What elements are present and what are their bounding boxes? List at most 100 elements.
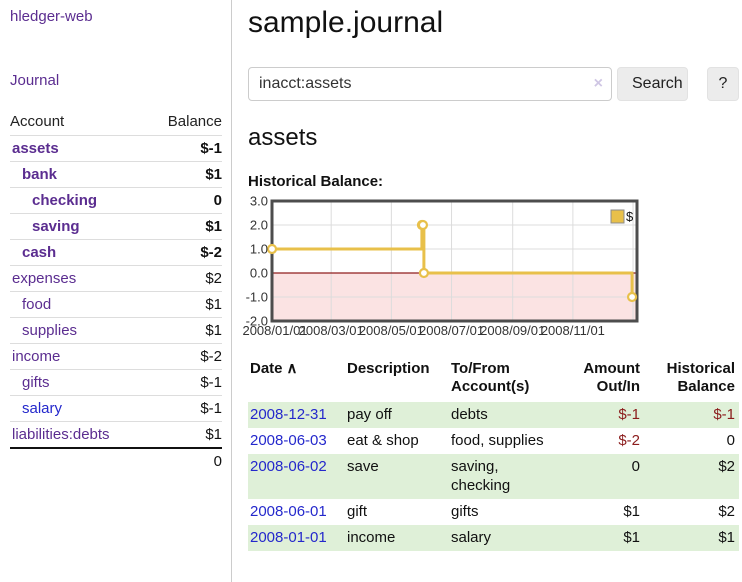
register-balance: $1 [718,529,735,546]
chart-ytick-label: 0.0 [250,266,268,281]
chart-xtick-label: 2008/05/01 [359,323,424,338]
account-link[interactable]: checking [32,192,98,209]
register-balance: 0 [726,432,735,449]
register-row: 2008-06-02 save saving, checking 0 $2 [248,454,739,499]
register-description: gift [347,503,368,520]
register-description: pay off [347,406,392,423]
accounts-header-row: Account Balance [10,110,222,136]
register-date-link[interactable]: 2008-01-01 [250,529,327,546]
accounts-total-value: 0 [213,453,222,470]
chart-data-point-marker [266,243,278,255]
register-balance: $-1 [713,406,735,423]
register-amount: $-1 [618,406,640,423]
main-content: sample.journal × Search ? assets Histori… [242,0,742,551]
register-header-accounts: To/From Account(s) [451,360,530,395]
account-balance: $-2 [200,244,222,261]
clear-search-icon[interactable]: × [593,75,603,92]
search-help-button[interactable]: ? [707,67,739,101]
sidebar-item-journal[interactable]: Journal [10,72,60,89]
register-date-link[interactable]: 2008-12-31 [250,406,327,423]
chart-data-point-marker [417,219,429,231]
register-date-link[interactable]: 2008-06-02 [250,458,327,475]
account-row: bank $1 [10,161,222,188]
register-accounts: gifts [451,503,479,520]
account-row: expenses $2 [10,265,222,292]
register-date-link[interactable]: 2008-06-01 [250,503,327,520]
account-row: checking 0 [10,187,222,214]
account-balance: $1 [205,322,222,339]
register-row: 2008-12-31 pay off debts $-1 $-1 [248,402,739,428]
account-row: supplies $1 [10,317,222,344]
chart-data-point-marker [626,291,638,303]
account-link[interactable]: gifts [22,374,50,391]
account-balance: $1 [205,166,222,183]
account-row: assets $-1 [10,135,222,162]
register-header-row: Date ∧ Description To/From Account(s) Amou… [248,358,739,402]
account-row: income $-2 [10,343,222,370]
accounts-header-balance: Balance [167,113,222,130]
register-accounts: food, supplies [451,432,544,449]
register-row: 2008-06-01 gift gifts $1 $2 [248,499,739,525]
account-link[interactable]: income [12,348,61,365]
accounts-header-account: Account [10,113,65,130]
account-link[interactable]: cash [22,244,57,261]
search-form: × Search ? [248,67,742,101]
register-row: 2008-01-01 income salary $1 $1 [248,525,739,551]
accounts-table: Account Balance assets $-1 bank $1 checking 0… [10,110,222,474]
chart-legend-swatch [610,209,625,224]
account-balance: 0 [213,192,222,209]
account-link[interactable]: saving [32,218,80,235]
account-balance: $-1 [200,140,222,157]
chart-svg: $3.0 2.0 1.0 0.0 -1.0 -2.02008/01/012008/03/0… [242,194,639,338]
page-title: sample.journal [248,6,444,39]
chart-ytick-label: -2.0 [246,314,268,329]
account-row: cash $-2 [10,239,222,266]
chart-xtick-label: 2008/01/01 [242,323,307,338]
chart-ytick-label: 2.0 [250,218,268,233]
register-header-date[interactable]: Date ∧ [250,360,298,377]
chart-legend-label: $ [626,209,634,224]
register-header-description: Description [347,360,430,377]
chart-ytick-label: 3.0 [250,194,268,209]
account-link[interactable]: food [22,296,52,313]
account-row: liabilities:debts $1 [10,421,222,449]
app-title-link[interactable]: hledger-web [10,8,93,25]
register-accounts: debts [451,406,488,423]
register-amount: 0 [631,458,640,475]
search-button[interactable]: Search [617,67,688,101]
account-balance: $1 [205,218,222,235]
register-description: save [347,458,379,475]
chart-title: Historical Balance: [248,173,384,190]
account-balance: $-2 [200,348,222,365]
account-link[interactable]: supplies [22,322,78,339]
account-link[interactable]: assets [12,140,59,157]
register-table: Date ∧ Description To/From Account(s) Amou… [248,358,739,551]
chart-border [270,199,639,323]
register-header-amount: Amount Out/In [583,360,640,395]
chart-xtick-label: 2008/03/01 [299,323,364,338]
account-row: saving $1 [10,213,222,240]
account-link[interactable]: liabilities:debts [12,426,110,443]
account-link[interactable]: salary [22,400,63,417]
register-header-balance: Historical Balance [666,360,735,395]
register-date-link[interactable]: 2008-06-03 [250,432,327,449]
chart-xtick-label: 2008/07/01 [419,323,484,338]
account-title: assets [248,124,318,151]
account-row: food $1 [10,291,222,318]
account-link[interactable]: bank [22,166,58,183]
register-amount: $1 [623,529,640,546]
account-row: salary $-1 [10,395,222,422]
accounts-total-row: 0 [10,448,222,474]
account-balance: $-1 [200,374,222,391]
account-link[interactable]: expenses [12,270,77,287]
sort-asc-icon: ∧ [286,360,298,377]
search-input[interactable] [248,67,612,101]
register-accounts: salary [451,529,492,546]
chart-xtick-label: 2008/09/01 [480,323,545,338]
chart-xtick-label: 2008/11/01 [541,323,605,338]
account-balance: $1 [205,296,222,313]
register-amount: $-2 [618,432,640,449]
register-description: income [347,529,396,546]
register-balance: $2 [718,503,735,520]
register-balance: $2 [718,458,735,475]
